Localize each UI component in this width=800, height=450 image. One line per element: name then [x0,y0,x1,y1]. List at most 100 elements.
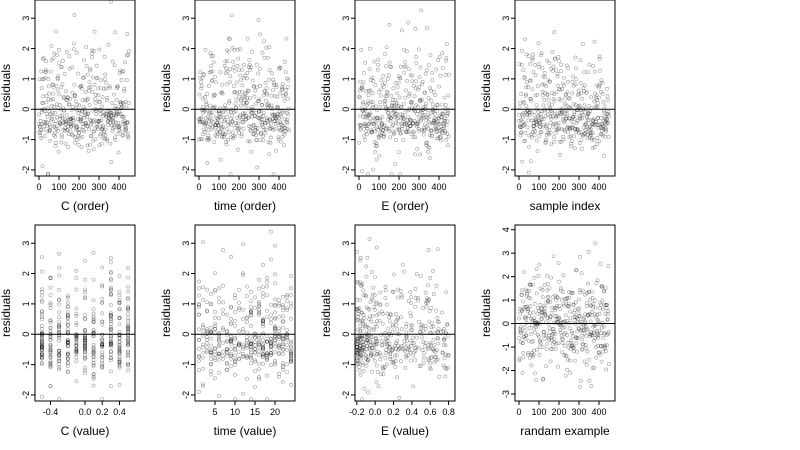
data-point [65,339,70,344]
data-point [109,342,113,347]
data-point [281,110,285,115]
data-point [255,125,260,130]
data-point [577,314,582,319]
data-point [100,127,105,132]
data-point [123,124,128,129]
data-point [277,342,281,347]
data-point [590,131,595,136]
data-point [425,283,430,288]
data-point [379,78,384,83]
data-point [242,111,247,116]
data-point [40,354,44,359]
data-point [417,128,421,133]
data-point [82,75,86,80]
data-point [363,60,368,65]
data-point [543,140,548,145]
data-point [223,59,228,64]
data-point [289,293,293,297]
data-point [364,347,369,351]
data-point [48,285,53,290]
data-point [222,119,227,124]
data-point [356,335,360,340]
data-point [591,301,596,306]
data-point [67,132,71,137]
data-point [573,307,577,312]
data-point [65,343,70,348]
data-point [551,135,556,140]
data-point [594,313,599,317]
data-point [552,340,557,345]
data-point [91,320,96,325]
data-point [57,47,61,52]
data-point [582,70,587,75]
data-point [390,322,395,327]
data-point [74,333,79,337]
data-point [595,333,600,338]
data-point [55,76,60,81]
data-point [56,77,60,81]
data-point [566,304,571,309]
data-point [237,343,241,348]
data-point [379,93,383,98]
data-point [406,115,410,120]
data-point [587,135,592,140]
data-point [59,65,64,70]
data-point [521,351,526,355]
data-point [591,324,596,329]
data-point [375,319,379,324]
data-point [48,365,53,370]
data-point [546,131,551,135]
data-point [395,375,400,380]
y-tick-label: 0 [181,332,191,337]
data-point [358,342,363,347]
data-point [397,126,402,131]
data-point [552,56,557,61]
data-point [439,115,444,120]
data-point [520,120,525,125]
data-point [85,124,89,129]
data-point [106,119,110,124]
data-point [57,319,62,324]
data-point [39,69,44,74]
data-point [576,311,581,316]
data-point [277,298,281,303]
data-point [545,273,549,278]
x-tick-label: 400 [271,182,286,192]
data-point [227,121,232,126]
data-point [401,117,406,121]
data-point [563,319,567,324]
data-point [268,126,273,131]
data-point [359,335,364,340]
data-point [209,329,213,334]
data-point [584,327,589,332]
data-point [245,354,249,359]
data-point [375,108,379,113]
data-point [602,331,607,336]
y-axis-label: residuals [159,64,173,112]
data-point [409,323,414,328]
data-point [65,331,70,336]
data-point [205,136,210,141]
data-point [228,67,233,72]
data-point [557,97,562,101]
data-point [565,80,570,84]
data-point [359,356,364,361]
data-point [266,140,271,145]
data-point [91,350,96,355]
data-point [403,110,408,115]
data-point [426,248,431,252]
data-point [116,150,121,155]
data-point [378,303,383,308]
data-point [551,69,555,73]
data-point [77,127,82,132]
data-point [229,321,233,326]
data-point [54,126,59,131]
data-point [569,141,574,146]
data-point [546,97,551,102]
data-point [364,338,369,343]
data-point [409,314,414,319]
data-point [40,361,44,366]
data-point [107,86,112,90]
data-point [60,113,65,118]
data-point [91,364,96,369]
